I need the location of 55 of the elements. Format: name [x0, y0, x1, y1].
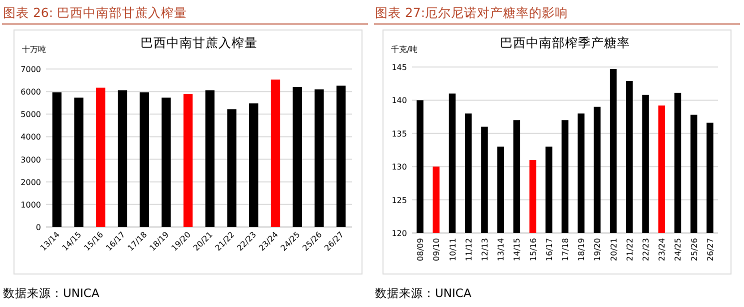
x-tick-label: 20/21 — [609, 238, 618, 262]
bar — [249, 103, 258, 227]
x-tick-label: 23/24 — [658, 238, 667, 262]
chart-title: 图表 26: 巴西中南部甘蔗入榨量 — [3, 5, 188, 20]
source-note: 数据来源：UNICA — [3, 286, 100, 300]
y-tick-label: 3000 — [20, 155, 41, 164]
y-tick-label: 7000 — [20, 65, 41, 74]
chart-subtitle: 巴西中南部榨季产糖率 — [500, 35, 630, 50]
y-axis-title: 十万吨 — [22, 45, 46, 54]
bar — [270, 80, 280, 227]
y-tick-label: 120 — [392, 229, 407, 238]
x-tick-label: 12/13 — [480, 238, 490, 262]
x-tick-label: 09/10 — [432, 238, 442, 262]
x-tick-label: 25/26 — [690, 238, 699, 262]
x-tick-label: 11/12 — [464, 238, 474, 262]
chart-title: 图表 27:厄尔尼诺对产糖率的影响 — [375, 5, 568, 20]
y-axis-title: 千克/吨 — [391, 45, 418, 54]
x-tick-label: 16/17 — [544, 238, 554, 262]
chart-subtitle: 巴西中南甘蔗入榨量 — [140, 35, 258, 50]
x-tick-label: 10/11 — [448, 238, 458, 262]
y-tick-label: 2000 — [20, 178, 41, 187]
bar — [52, 92, 62, 227]
x-tick-label: 26/27 — [706, 238, 715, 262]
y-tick-label: 1000 — [20, 200, 41, 210]
bar — [140, 92, 149, 227]
bar — [74, 98, 84, 227]
source-note: 数据来源：UNICA — [375, 286, 472, 300]
x-tick-label: 15/16 — [528, 238, 538, 262]
x-tick-label: 18/19 — [577, 238, 586, 262]
y-tick-label: 0 — [36, 223, 41, 232]
x-tick-label: 19/20 — [593, 238, 602, 262]
y-tick-label: 5000 — [20, 110, 41, 120]
bar — [118, 90, 128, 227]
bar — [227, 109, 236, 227]
x-tick-label: 24/25 — [674, 238, 683, 262]
x-tick-label: 08/09 — [416, 238, 426, 262]
x-tick-label: 14/15 — [512, 238, 522, 262]
bar — [183, 94, 193, 227]
y-tick-label: 140 — [392, 96, 407, 106]
x-tick-label: 17/18 — [561, 238, 570, 262]
y-tick-label: 135 — [392, 129, 407, 138]
y-tick-label: 125 — [392, 196, 407, 205]
bar — [205, 90, 215, 227]
y-tick-label: 145 — [392, 63, 407, 72]
y-tick-label: 4000 — [20, 132, 41, 142]
y-tick-label: 130 — [392, 162, 407, 172]
bar — [336, 86, 346, 227]
bar — [314, 89, 324, 227]
bar — [292, 87, 302, 227]
bar — [162, 98, 171, 227]
y-tick-label: 6000 — [20, 88, 41, 97]
x-tick-label: 21/22 — [625, 238, 634, 262]
x-tick-label: 13/14 — [496, 238, 506, 262]
x-tick-label: 22/23 — [642, 238, 651, 262]
bar — [96, 88, 106, 227]
